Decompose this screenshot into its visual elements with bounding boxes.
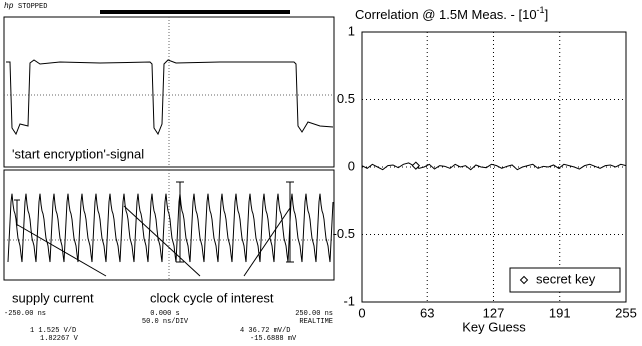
title-main: Correlation @ 1.5M Meas. - [10 [355, 7, 537, 22]
title-sup: -1 [537, 5, 545, 15]
x-tick-label: 255 [615, 305, 637, 320]
ch4-offset: -15.6888 mV [250, 335, 297, 343]
series-line [362, 163, 626, 170]
signal-label: 'start encryption'-signal [12, 146, 144, 161]
time-right: 250.00 ns [295, 310, 333, 318]
y-tick-label: -0.5 [333, 226, 355, 241]
x-tick-label: 0 [358, 305, 365, 320]
brand: hp [4, 2, 14, 11]
annotation-line [244, 208, 290, 276]
mode: REALTIME [299, 318, 333, 326]
y-tick-label: 1 [348, 23, 355, 38]
legend-label: secret key [536, 271, 596, 286]
ch4-scale: 4 36.72 mV/D [240, 327, 290, 335]
record-bar [100, 10, 290, 14]
y-tick-label: -1 [343, 293, 355, 308]
status: STOPPED [18, 3, 47, 11]
time-left: -250.00 ns [4, 310, 46, 318]
chart: -1 -0.5 0 0.5 1 0 63 127 191 255 Key Guess secret k… [333, 23, 637, 334]
chart-title: Correlation @ 1.5M Meas. - [10-1] [355, 5, 548, 22]
y-tick-label: 0 [348, 158, 355, 173]
time-div: 50.0 ns/DIV [142, 318, 189, 326]
y-tick-label: 0.5 [337, 91, 355, 106]
x-axis-label: Key Guess [462, 319, 526, 334]
x-tick-label: 127 [483, 305, 505, 320]
x-tick-label: 191 [549, 305, 571, 320]
page: hp STOPPED 'start encryption'-signal sup… [0, 0, 642, 346]
cycle-label: clock cycle of interest [150, 290, 274, 305]
cursor-bars [14, 182, 294, 262]
current-trace [8, 194, 333, 262]
title-end: ] [545, 7, 549, 22]
current-label: supply current [12, 290, 94, 305]
ch1-offset: 1.82267 V [40, 335, 79, 343]
x-tick-label: 63 [420, 305, 434, 320]
oscilloscope: hp STOPPED 'start encryption'-signal sup… [4, 2, 334, 343]
ch1-scale: 1 1.525 V/D [30, 327, 76, 335]
time-center: 0.000 s [150, 310, 179, 318]
